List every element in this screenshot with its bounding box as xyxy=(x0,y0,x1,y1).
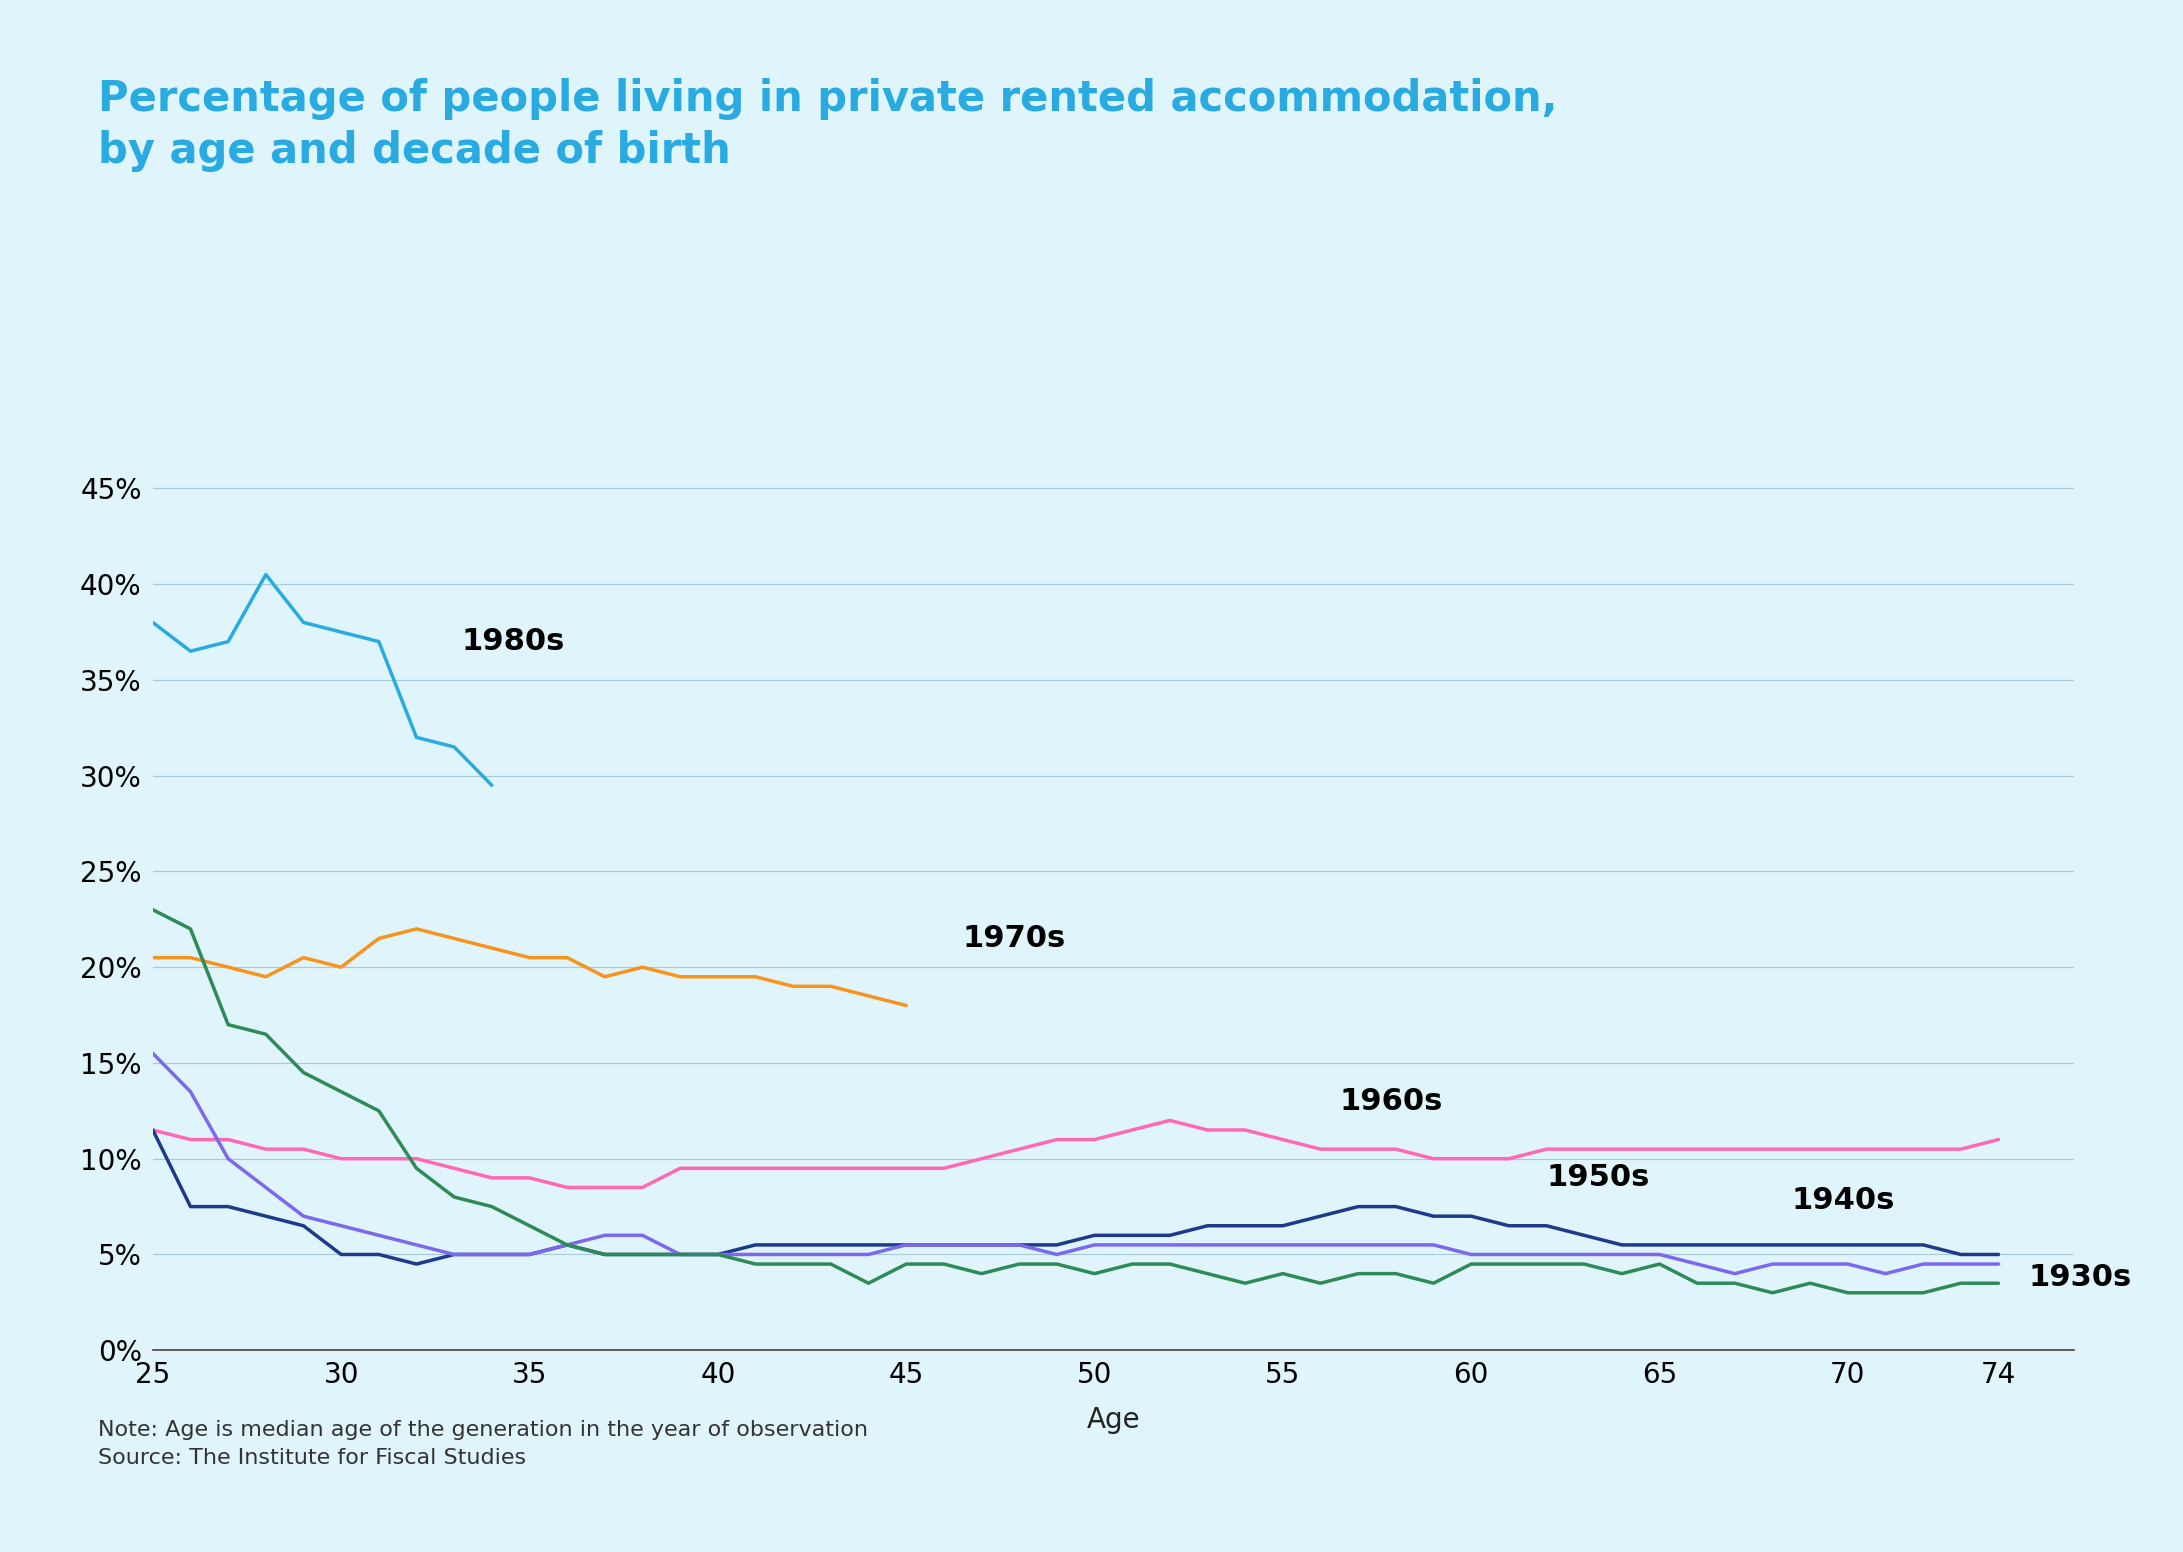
Text: 1970s: 1970s xyxy=(963,923,1065,953)
Text: Percentage of people living in private rented accommodation,
by age and decade o: Percentage of people living in private r… xyxy=(98,78,1559,172)
Text: 1950s: 1950s xyxy=(1546,1164,1650,1192)
Text: Note: Age is median age of the generation in the year of observation
Source: The: Note: Age is median age of the generatio… xyxy=(98,1420,869,1468)
Text: 1980s: 1980s xyxy=(461,627,565,656)
Text: 1930s: 1930s xyxy=(2028,1263,2133,1291)
X-axis label: Age: Age xyxy=(1087,1406,1140,1434)
Text: 1940s: 1940s xyxy=(1792,1186,1895,1215)
Text: 1960s: 1960s xyxy=(1340,1086,1443,1116)
